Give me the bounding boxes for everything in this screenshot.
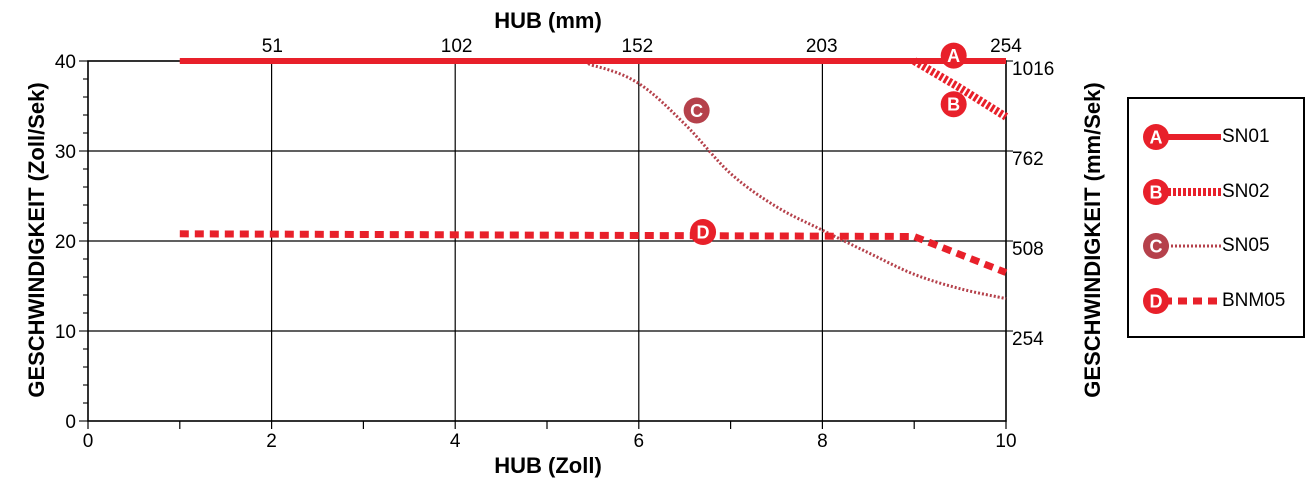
legend-swatch-c: C [1143,233,1221,259]
x-tick-label-top: 254 [990,36,1022,57]
marker-letter-a: A [947,46,960,66]
marker-circle-legend-c [1143,233,1169,259]
x-tick-label-bottom: 6 [634,431,645,452]
x-tick-label-bottom: 4 [450,431,461,452]
marker-letter-legend-d: D [1150,292,1163,312]
y-tick-label-right: 1016 [1012,59,1054,80]
legend-label-bnm05: BNM05 [1222,290,1286,311]
marker-circle-legend-b [1143,179,1169,205]
grid-lines [88,61,1006,421]
legend: A SN01 B SN02 C SN05 D BNM05 [1127,97,1305,338]
marker-letter-legend-a: A [1150,128,1163,148]
x-tick-label-bottom: 2 [266,431,277,452]
y-tick-label-right: 762 [1012,149,1044,170]
x-tick-label-bottom: 0 [83,431,94,452]
marker-letter-legend-c: C [1150,237,1163,257]
tick-labels: 0 2 4 6 8 10 51 102 152 203 254 0 10 20 30 40 254 508 762 1… [55,36,1054,452]
y-tick-label-right: 254 [1012,329,1044,350]
legend-swatch-d: D [1143,288,1221,314]
marker-letter-d: D [697,223,710,243]
marker-circle-a [940,42,967,69]
legend-item-sn05: C SN05 [1129,230,1303,262]
x-tick-label-top: 203 [806,36,838,57]
legend-label-sn02: SN02 [1222,181,1270,202]
series-markers: A B C D [683,42,967,245]
y-tick-label-left: 20 [55,232,76,253]
legend-item-bnm05: D BNM05 [1129,285,1303,317]
series-lines [179,57,1009,301]
legend-label-sn05: SN05 [1222,235,1270,256]
marker-circle-d [690,219,717,245]
x-axis-title-bottom: HUB (Zoll) [494,453,602,478]
marker-circle-legend-d [1143,288,1169,314]
legend-swatch-b: B [1143,179,1221,205]
series-line-sn05 [179,59,1007,301]
legend-item-sn01: A SN01 [1129,121,1303,153]
marker-letter-b: B [947,95,960,115]
x-tick-label-top: 102 [441,36,473,57]
y-axis-title-right: GESCHWINDIGKEIT (mm/Sek) [1080,82,1105,397]
y-tick-label-left: 10 [55,322,76,343]
y-tick-label-left: 0 [65,412,76,433]
y-axis-title-left: GESCHWINDIGKEIT (Zoll/Sek) [24,82,49,397]
series-line-sn02 [912,57,1009,121]
axes [79,60,1013,429]
x-tick-label-bottom: 8 [817,431,828,452]
series-line-bnm05 [179,230,1008,276]
marker-circle-c [683,97,710,124]
legend-item-sn02: B SN02 [1129,176,1303,208]
x-tick-label-top: 152 [622,36,654,57]
x-tick-label-top: 51 [262,36,283,57]
x-tick-label-bottom: 10 [995,431,1016,452]
legend-label-sn01: SN01 [1222,126,1270,147]
x-axis-title-top: HUB (mm) [494,8,602,33]
legend-swatch-a: A [1143,124,1221,150]
marker-letter-c: C [690,101,703,121]
marker-letter-legend-b: B [1150,183,1163,203]
marker-circle-b [940,91,967,118]
y-tick-label-left: 40 [55,52,76,73]
y-tick-label-left: 30 [55,142,76,163]
y-tick-label-right: 508 [1012,239,1044,260]
marker-circle-legend-a [1143,124,1169,150]
